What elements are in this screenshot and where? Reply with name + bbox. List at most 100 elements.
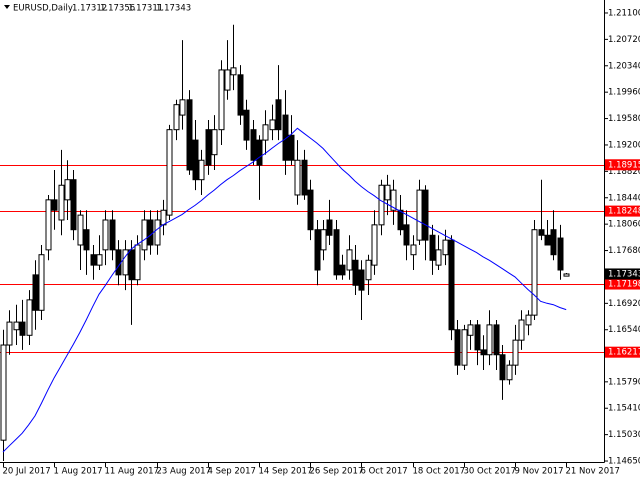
candle-body xyxy=(38,254,45,311)
level-label: 1.18248 xyxy=(608,207,640,217)
moving-average xyxy=(2,127,567,453)
candle-body xyxy=(288,134,295,161)
candle-body xyxy=(461,329,468,366)
x-tick-label: 11 Aug 2017 xyxy=(105,467,159,477)
candle-body xyxy=(422,189,429,241)
y-tick-label: 1.18060 xyxy=(608,220,640,230)
x-tick-label: 18 Oct 2017 xyxy=(413,467,466,477)
candle-body xyxy=(518,319,525,341)
symbol-title: EURUSD,Daily xyxy=(13,4,73,14)
candle-body xyxy=(499,354,506,381)
y-tick-label: 1.20720 xyxy=(608,35,640,45)
candle-body xyxy=(378,184,385,226)
candle-body xyxy=(256,139,263,166)
level-label: 1.18915 xyxy=(608,160,640,170)
candle-body xyxy=(544,234,551,246)
candle-body xyxy=(506,364,513,381)
level-label: 1.17198 xyxy=(608,280,640,290)
candle-body xyxy=(493,324,500,356)
candle-body xyxy=(435,249,442,266)
candle-body xyxy=(454,329,461,366)
x-tick-label: 30 Oct 2017 xyxy=(464,467,517,477)
y-tick-label: 1.19580 xyxy=(608,114,640,124)
candle-body xyxy=(122,249,129,276)
candle-body xyxy=(538,229,545,236)
candle-body xyxy=(115,249,122,276)
candle-body xyxy=(326,219,333,236)
candle-body xyxy=(58,184,65,221)
candle-body xyxy=(166,129,173,216)
candle-body xyxy=(307,189,314,231)
y-tick-label: 1.19200 xyxy=(608,140,640,150)
candle-body xyxy=(70,179,77,231)
candle-body xyxy=(173,104,180,131)
y-tick-label: 1.15410 xyxy=(608,404,640,414)
header-high: 1.17356 xyxy=(100,4,135,14)
candle-body xyxy=(224,69,231,91)
header-close: 1.17343 xyxy=(156,4,191,14)
candle-body xyxy=(301,159,308,196)
level-label-box xyxy=(605,159,640,171)
candle-body xyxy=(109,219,116,251)
current-price-box xyxy=(605,268,640,280)
candle-body xyxy=(563,273,570,277)
candle-body xyxy=(192,139,199,181)
candle-body xyxy=(269,119,276,131)
candle-body xyxy=(371,224,378,266)
candle-body xyxy=(320,229,327,251)
candle-body xyxy=(275,99,282,131)
header-open: 1.17312 xyxy=(72,4,107,14)
candle-body xyxy=(512,339,519,366)
candle-body xyxy=(19,321,26,336)
candle-body xyxy=(218,69,225,131)
candle-body xyxy=(474,324,481,351)
current-price-label: 1.17343 xyxy=(608,269,640,279)
candle-body xyxy=(186,99,193,171)
candle-body xyxy=(550,229,557,256)
y-tick-label: 1.17680 xyxy=(608,246,640,256)
candle-body xyxy=(147,219,154,246)
candle-body xyxy=(96,254,103,266)
candle-body xyxy=(77,214,84,246)
x-tick-label: 6 Oct 2017 xyxy=(361,467,408,477)
candle-body xyxy=(134,244,141,281)
candle-body xyxy=(205,129,212,166)
candle-body xyxy=(346,249,353,271)
x-tick-label: 20 Jul 2017 xyxy=(3,467,51,477)
y-tick-label: 1.16920 xyxy=(608,299,640,309)
y-tick-label: 1.15030 xyxy=(608,430,640,440)
candle-body xyxy=(531,229,538,316)
candle-body xyxy=(230,67,237,76)
x-tick-label: 1 Aug 2017 xyxy=(54,467,103,477)
candle-body xyxy=(243,109,250,141)
candle-body xyxy=(467,324,474,336)
level-label-box xyxy=(605,278,640,290)
candle-body xyxy=(557,237,564,271)
candle-body xyxy=(365,259,372,281)
y-tick-label: 1.14650 xyxy=(608,457,640,467)
x-tick-label: 9 Nov 2017 xyxy=(515,467,564,477)
candle-body xyxy=(294,159,301,196)
candle-body xyxy=(26,299,33,336)
candle-body xyxy=(83,229,90,251)
candle-body xyxy=(6,321,13,346)
candle-body xyxy=(358,269,365,291)
candle-body xyxy=(51,199,58,211)
header-low: 1.17311 xyxy=(128,4,163,14)
candle-body xyxy=(45,199,52,251)
candle-body xyxy=(397,209,404,231)
x-tick-label: 23 Aug 2017 xyxy=(157,467,211,477)
level-label: 1.16217 xyxy=(608,348,640,358)
level-label-box xyxy=(605,205,640,217)
y-tick-label: 1.18820 xyxy=(608,167,640,177)
candle-body xyxy=(13,321,20,331)
candle-body xyxy=(250,129,257,161)
candle-body xyxy=(429,234,436,261)
candle-body xyxy=(480,349,487,356)
candle-body xyxy=(352,259,359,286)
y-tick-label: 1.18440 xyxy=(608,193,640,203)
candle-body xyxy=(262,124,269,141)
candle-body xyxy=(333,229,340,276)
candle-body xyxy=(486,324,493,356)
